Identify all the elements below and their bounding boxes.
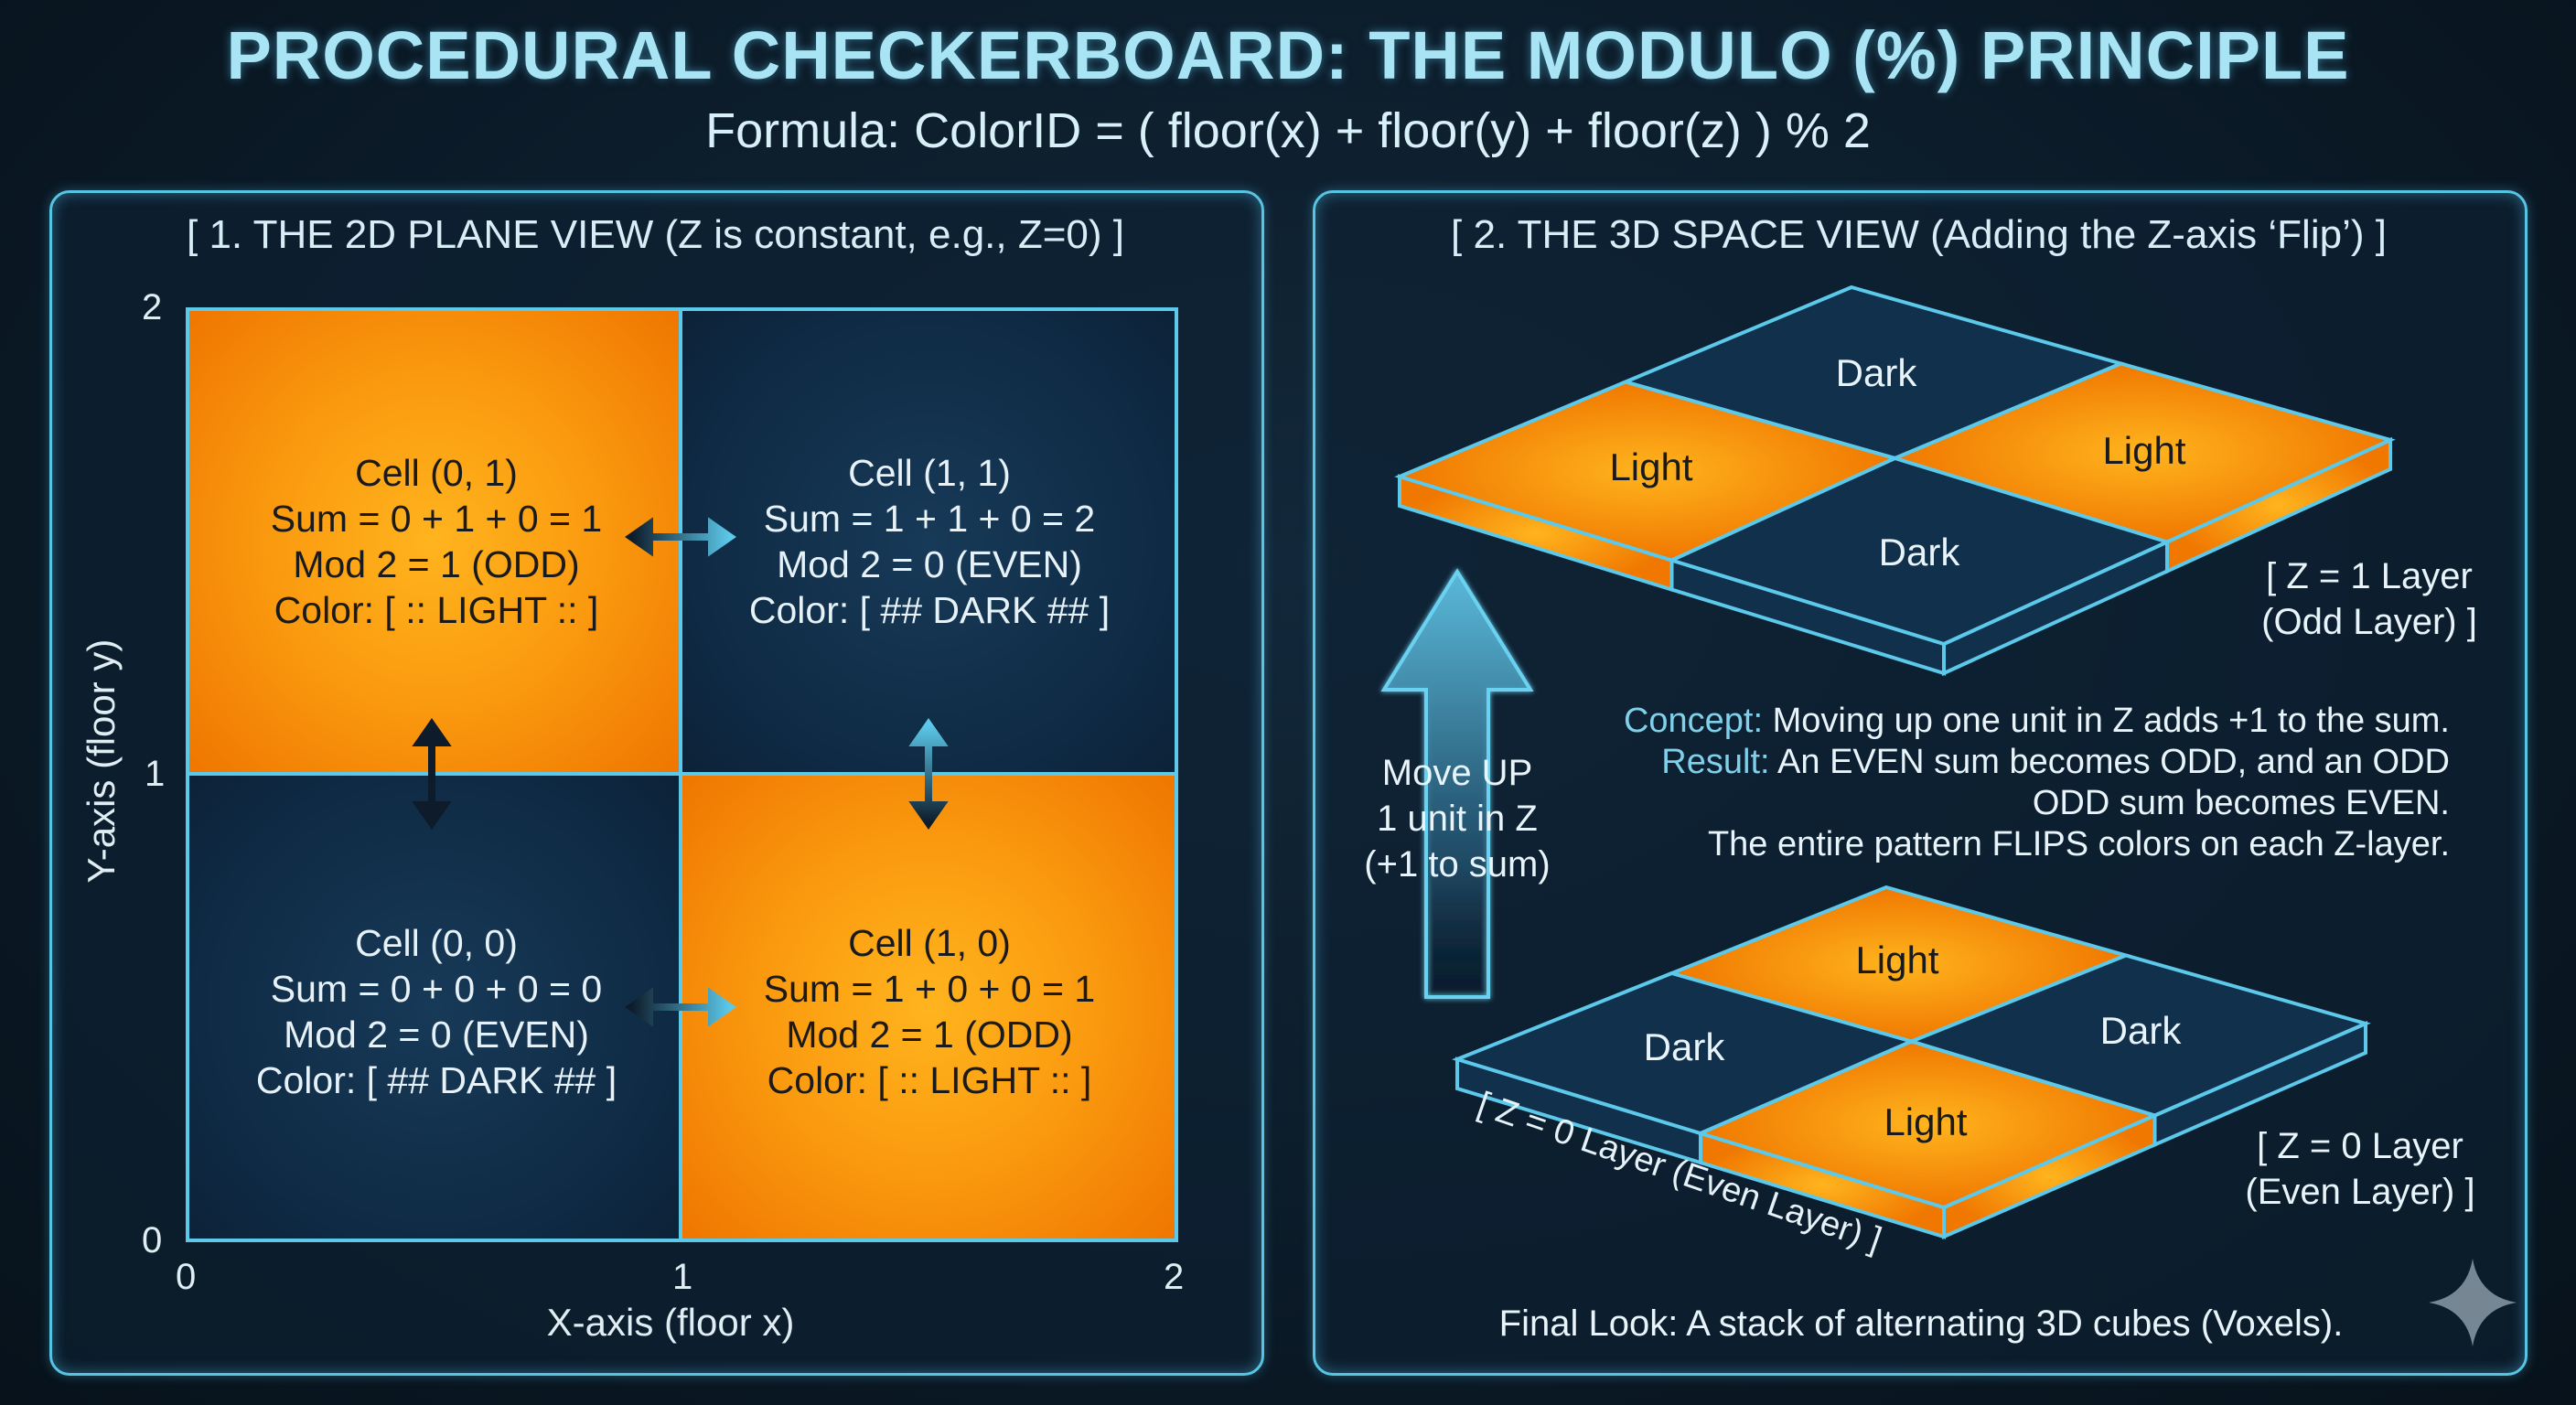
cell-mod: Mod 2 = 0 (EVEN) bbox=[777, 543, 1082, 585]
y-tick: 2 bbox=[142, 287, 163, 327]
cell-title: Cell (0, 1) bbox=[355, 452, 518, 494]
x-tick: 1 bbox=[672, 1257, 693, 1297]
concept-explanation: Concept: Moving up one unit in Z adds +1… bbox=[1555, 701, 2450, 865]
bottom-layer-label-right: Dark bbox=[2099, 1009, 2182, 1052]
x-tick: 0 bbox=[176, 1257, 197, 1297]
caption-line: (Odd Layer) ] bbox=[2261, 602, 2477, 642]
bottom-layer-caption: [ Z = 0 Layer (Even Layer) ] bbox=[2241, 1123, 2479, 1215]
top-layer-caption: [ Z = 1 Layer (Odd Layer) ] bbox=[2259, 553, 2479, 645]
cell-mod: Mod 2 = 0 (EVEN) bbox=[284, 1014, 589, 1056]
formula: Formula: ColorID = ( floor(x) + floor(y)… bbox=[705, 103, 1871, 158]
top-layer-label-top: Dark bbox=[1835, 351, 1917, 394]
move-up-arrow-icon bbox=[1380, 568, 1534, 999]
cell-0-0: Cell (0, 0) Sum = 0 + 0 + 0 = 0 Mod 2 = … bbox=[186, 772, 682, 1242]
cell-sum: Sum = 1 + 1 + 0 = 2 bbox=[763, 498, 1096, 540]
top-layer-label-bottom: Dark bbox=[1878, 531, 1960, 574]
cell-sum: Sum = 0 + 1 + 0 = 1 bbox=[270, 498, 603, 540]
cell-1-1: Cell (1, 1) Sum = 1 + 1 + 0 = 2 Mod 2 = … bbox=[679, 307, 1178, 776]
cell-mod: Mod 2 = 1 (ODD) bbox=[293, 543, 580, 585]
page-title: PROCEDURAL CHECKERBOARD: THE MODULO (%) … bbox=[226, 17, 2350, 93]
cell-1-0: Cell (1, 0) Sum = 1 + 0 + 0 = 1 Mod 2 = … bbox=[679, 772, 1178, 1242]
cell-title: Cell (1, 1) bbox=[848, 452, 1011, 494]
x-tick: 2 bbox=[1164, 1257, 1185, 1297]
cell-title: Cell (1, 0) bbox=[848, 922, 1011, 964]
move-up-line: 1 unit in Z bbox=[1377, 799, 1538, 839]
move-up-text: Move UP 1 unit in Z (+1 to sum) bbox=[1320, 750, 1594, 887]
bottom-layer-label-top: Light bbox=[1855, 938, 1939, 981]
cell-color: Color: [ ## DARK ## ] bbox=[255, 1059, 617, 1101]
footer-note: Final Look: A stack of alternating 3D cu… bbox=[1498, 1303, 2344, 1344]
cell-color: Color: [ :: LIGHT :: ] bbox=[274, 589, 599, 631]
move-up-line: (+1 to sum) bbox=[1364, 844, 1551, 885]
bottom-layer-label-bottom: Light bbox=[1884, 1100, 1968, 1143]
double-arrow-horizontal-icon bbox=[625, 987, 736, 1027]
move-up-line: Move UP bbox=[1381, 753, 1533, 793]
x-axis-label: X-axis (floor x) bbox=[546, 1301, 795, 1344]
cell-color: Color: [ :: LIGHT :: ] bbox=[767, 1059, 1092, 1101]
result-line: The entire pattern FLIPS colors on each … bbox=[1707, 825, 2450, 863]
result-label: Result: bbox=[1661, 743, 1770, 781]
y-tick: 0 bbox=[142, 1220, 163, 1260]
cell-sum: Sum = 0 + 0 + 0 = 0 bbox=[270, 968, 603, 1010]
y-tick: 1 bbox=[145, 754, 166, 794]
concept-text: Moving up one unit in Z adds +1 to the s… bbox=[1763, 702, 2450, 740]
caption-line: [ Z = 1 Layer bbox=[2266, 556, 2473, 596]
top-layer-label-left: Light bbox=[1609, 445, 1693, 488]
caption-line: (Even Layer) ] bbox=[2245, 1172, 2475, 1212]
cell-mod: Mod 2 = 1 (ODD) bbox=[786, 1014, 1073, 1056]
bottom-layer-quad-bottom bbox=[1695, 1039, 2161, 1210]
cell-0-1: Cell (0, 1) Sum = 0 + 1 + 0 = 1 Mod 2 = … bbox=[186, 307, 682, 776]
panel-2d-heading: [ 1. THE 2D PLANE VIEW (Z is constant, e… bbox=[187, 212, 1124, 257]
concept-label: Concept: bbox=[1623, 702, 1764, 740]
cell-title: Cell (0, 0) bbox=[355, 922, 518, 964]
sparkle-icon bbox=[2429, 1259, 2517, 1346]
double-arrow-horizontal-icon bbox=[625, 517, 736, 557]
double-arrow-vertical-icon bbox=[908, 718, 949, 830]
bottom-layer-label-left: Dark bbox=[1643, 1025, 1725, 1068]
cell-sum: Sum = 1 + 0 + 0 = 1 bbox=[763, 968, 1096, 1010]
double-arrow-vertical-icon bbox=[412, 718, 452, 830]
result-text: An EVEN sum becomes ODD, and an ODD bbox=[1769, 743, 2450, 781]
caption-line: [ Z = 0 Layer bbox=[2257, 1126, 2463, 1166]
top-layer-label-right: Light bbox=[2102, 429, 2186, 472]
cell-color: Color: [ ## DARK ## ] bbox=[748, 589, 1111, 631]
result-line: ODD sum becomes EVEN. bbox=[2032, 784, 2450, 822]
panel-3d-heading: [ 2. THE 3D SPACE VIEW (Adding the Z-axi… bbox=[1451, 212, 2387, 257]
top-layer-quad-bottom bbox=[1666, 456, 2173, 647]
